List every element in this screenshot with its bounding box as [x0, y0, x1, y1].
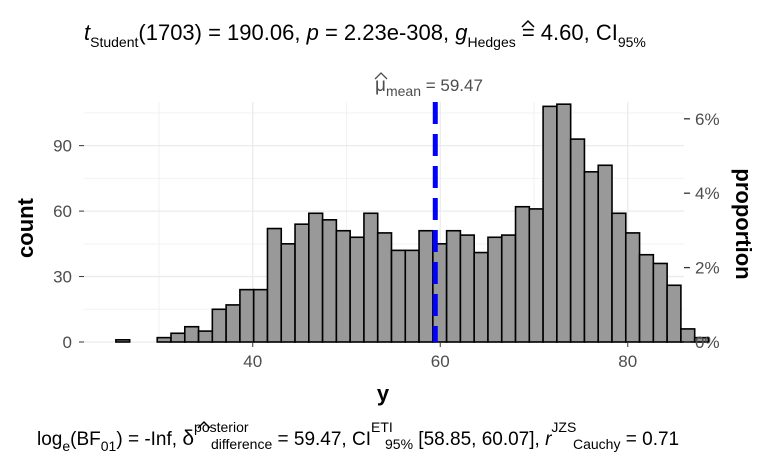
histogram-bar	[183, 325, 200, 343]
delta-subscript: difference	[211, 436, 272, 452]
chart-caption: loge(BF01) = -Inf, δposterior difference…	[37, 416, 679, 454]
y2-tick-label: 2%	[695, 259, 720, 278]
histogram-bar	[294, 223, 310, 343]
t-label: t	[84, 20, 91, 45]
g-subscript: Hedges	[467, 34, 515, 50]
delta-label: δ	[182, 427, 194, 450]
histogram-bar	[390, 249, 407, 343]
histogram-bar	[693, 336, 710, 343]
g-label: g	[455, 20, 468, 45]
r-subscript: Cauchy	[573, 436, 620, 452]
y-tick-label: 60	[53, 202, 72, 221]
histogram-bar	[308, 212, 324, 343]
histogram-bar	[487, 236, 503, 343]
histogram-bar	[445, 229, 462, 343]
p-value: = 2.23e-308,	[319, 20, 455, 45]
plot-panel	[84, 102, 710, 343]
r-superscript: JZS	[551, 419, 576, 435]
delta-superscript: posterior	[194, 419, 249, 435]
y-axis-title: count	[13, 197, 38, 258]
g-value: = 4.60, CI	[516, 20, 618, 45]
histogram-bar	[500, 234, 517, 343]
y-tick-label: 30	[53, 268, 72, 287]
histogram-bar	[680, 328, 696, 343]
y-axis-ticks: 0 30 60 90	[53, 137, 84, 352]
histogram-bar	[170, 332, 186, 343]
histogram-bar	[528, 208, 544, 343]
histogram-bar	[459, 234, 475, 343]
histogram-bar	[473, 251, 489, 343]
delta-hat-icon	[197, 421, 211, 429]
histogram-bar	[556, 103, 572, 343]
histogram-bar	[666, 284, 682, 343]
y2-tick-label: 0%	[695, 333, 720, 352]
x-tick-label: 60	[431, 352, 450, 371]
x-axis-title: y	[377, 381, 390, 406]
bf-subscript: 01	[101, 438, 117, 454]
histogram-bar	[349, 236, 365, 343]
mu-subscript: mean	[386, 83, 421, 99]
mu-hat-icon	[374, 72, 388, 80]
histogram-bar	[363, 212, 379, 343]
r-value: = 0.71	[620, 429, 679, 450]
histogram-bar	[115, 339, 131, 343]
histogram-bar	[624, 232, 641, 343]
histogram-bar	[652, 262, 668, 343]
y2-tick-label: 4%	[695, 184, 720, 203]
mean-value: = 59.47	[421, 76, 483, 95]
histogram-bar	[335, 229, 351, 343]
y2-axis-title: proportion	[731, 168, 756, 279]
histogram-bar	[597, 164, 613, 343]
t-df: (1703) = 190.06,	[138, 20, 306, 45]
ci-superscript: ETI	[371, 419, 393, 435]
histogram-bar	[583, 171, 600, 343]
x-axis-ticks: 40 60 80	[243, 342, 637, 371]
histogram-bar	[225, 304, 241, 343]
histogram-bar	[638, 253, 655, 343]
histogram-bars	[115, 103, 710, 343]
log-label: log	[37, 429, 62, 450]
histogram-bar	[404, 249, 420, 343]
histogram-bar	[569, 138, 586, 343]
histogram-bar	[321, 219, 338, 343]
histogram-bar	[239, 288, 255, 343]
ci-subscript: 95%	[618, 34, 646, 50]
histogram-bar	[280, 243, 296, 343]
g-hat-icon	[521, 19, 535, 28]
delta-value: = 59.47, CI	[272, 429, 371, 450]
bf-label: (BF	[70, 429, 101, 450]
x-tick-label: 80	[618, 352, 637, 371]
histogram-bar	[156, 336, 172, 343]
x-tick-label: 40	[243, 352, 262, 371]
t-subscript: Student	[90, 34, 138, 50]
log-subscript: e	[62, 438, 70, 454]
y-tick-label: 90	[53, 137, 72, 156]
ci-subscript-caption: 95%	[385, 436, 413, 452]
ci-value: [58.85, 60.07],	[413, 429, 545, 450]
mu-label: μ	[375, 75, 386, 96]
histogram-bar	[211, 308, 227, 343]
y-tick-label: 0	[63, 333, 72, 352]
chart-title: tStudent(1703) = 190.06, p = 2.23e-308, …	[84, 20, 646, 50]
mean-annotation: μmean = 59.47	[375, 75, 483, 99]
histogram-bar	[266, 227, 283, 343]
r-label: r	[545, 429, 552, 450]
y2-tick-label: 6%	[695, 110, 720, 129]
histogram-bar	[514, 205, 531, 343]
histogram-bar	[376, 232, 393, 343]
histogram-bar	[252, 288, 269, 343]
y2-axis-ticks: 0% 2% 4% 6%	[684, 110, 720, 352]
histogram-bar	[418, 229, 434, 343]
p-label: p	[306, 20, 319, 45]
histogram-bar	[611, 212, 627, 343]
histogram-bar	[542, 105, 558, 343]
bf-value: ) = -Inf,	[116, 429, 182, 450]
histogram-bar	[197, 330, 214, 343]
